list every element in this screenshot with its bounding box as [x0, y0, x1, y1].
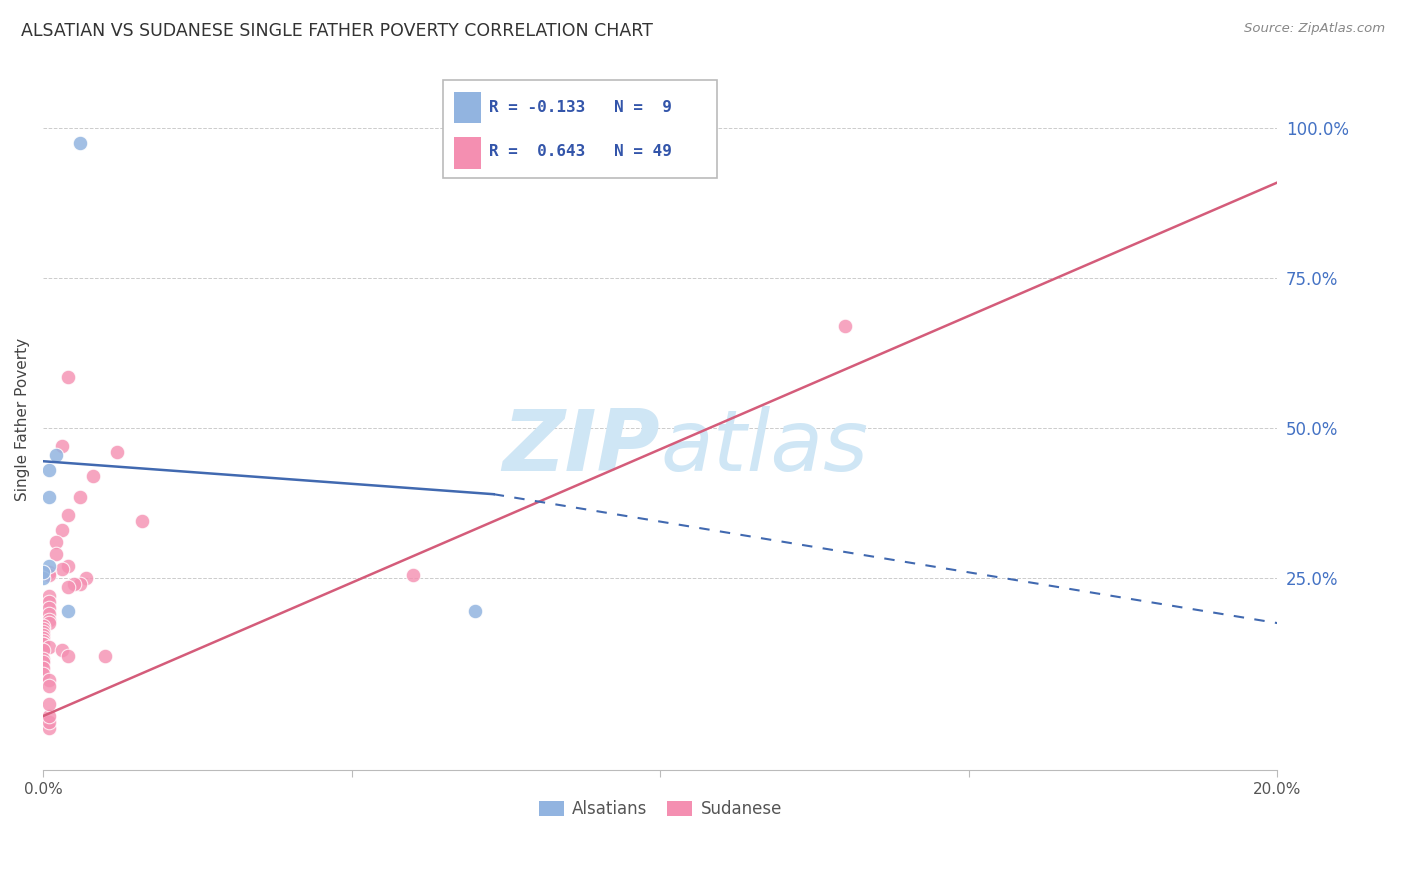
Text: ALSATIAN VS SUDANESE SINGLE FATHER POVERTY CORRELATION CHART: ALSATIAN VS SUDANESE SINGLE FATHER POVER…	[21, 22, 652, 40]
Point	[32, 622, 55, 636]
Point	[45, 448, 67, 462]
Point	[45, 547, 67, 561]
Bar	[454, 92, 481, 123]
Point	[51, 523, 73, 537]
Point	[402, 568, 425, 582]
Point	[38, 589, 60, 603]
Point	[56, 580, 79, 594]
Point	[82, 469, 104, 483]
Y-axis label: Single Father Poverty: Single Father Poverty	[15, 338, 30, 500]
Point	[69, 577, 91, 591]
Point	[32, 655, 55, 669]
Point	[32, 565, 55, 579]
Point	[38, 721, 60, 735]
Point	[38, 673, 60, 687]
Point	[464, 604, 486, 618]
Point	[56, 559, 79, 574]
Text: Source: ZipAtlas.com: Source: ZipAtlas.com	[1244, 22, 1385, 36]
Point	[38, 490, 60, 504]
Point	[63, 577, 86, 591]
Point	[32, 631, 55, 645]
Point	[105, 445, 128, 459]
Point	[51, 439, 73, 453]
Point	[834, 319, 856, 334]
Point	[56, 370, 79, 384]
Legend: Alsatians, Sudanese: Alsatians, Sudanese	[531, 794, 789, 825]
Text: R = -0.133   N =  9: R = -0.133 N = 9	[489, 100, 672, 115]
Point	[32, 571, 55, 585]
Point	[56, 604, 79, 618]
Point	[32, 628, 55, 642]
Point	[38, 559, 60, 574]
Point	[131, 514, 153, 528]
Text: R =  0.643   N = 49: R = 0.643 N = 49	[489, 145, 672, 160]
Point	[38, 697, 60, 711]
Point	[94, 649, 117, 664]
Point	[32, 652, 55, 666]
Point	[38, 568, 60, 582]
Point	[32, 634, 55, 648]
Point	[32, 661, 55, 675]
Text: ZIP: ZIP	[503, 406, 661, 489]
Text: atlas: atlas	[661, 406, 869, 489]
Point	[38, 601, 60, 615]
Point	[69, 490, 91, 504]
Point	[69, 136, 91, 151]
Point	[32, 619, 55, 633]
Point	[32, 667, 55, 681]
Point	[51, 562, 73, 576]
Point	[45, 535, 67, 549]
Point	[38, 613, 60, 627]
Point	[38, 463, 60, 477]
Point	[32, 643, 55, 657]
Point	[38, 640, 60, 654]
Point	[38, 714, 60, 729]
Point	[38, 565, 60, 579]
Point	[38, 616, 60, 631]
Point	[38, 607, 60, 621]
Point	[75, 571, 97, 585]
Point	[38, 595, 60, 609]
Point	[51, 643, 73, 657]
Point	[32, 637, 55, 651]
Point	[38, 709, 60, 723]
Point	[56, 508, 79, 523]
Point	[56, 649, 79, 664]
Point	[32, 637, 55, 651]
Point	[32, 625, 55, 640]
Point	[38, 679, 60, 693]
Bar	[454, 137, 481, 169]
